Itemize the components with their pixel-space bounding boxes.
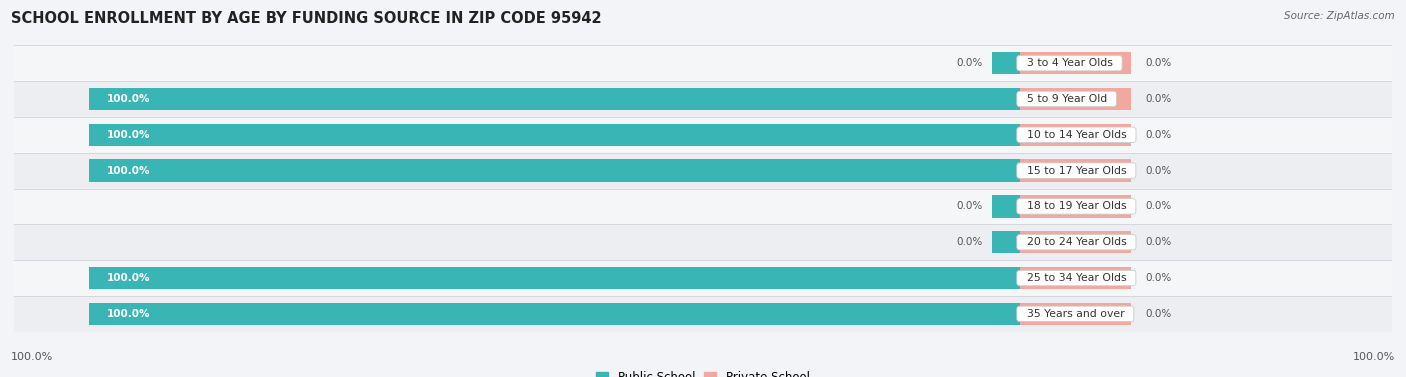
Legend: Public School, Private School: Public School, Private School: [592, 366, 814, 377]
Text: 100.0%: 100.0%: [107, 94, 150, 104]
Bar: [1019, 195, 1132, 218]
Text: 0.0%: 0.0%: [1146, 309, 1171, 319]
Text: 100.0%: 100.0%: [107, 166, 150, 176]
Text: 0.0%: 0.0%: [956, 237, 983, 247]
Bar: [89, 88, 1019, 110]
Bar: [1019, 231, 1132, 253]
Bar: [1019, 267, 1132, 289]
Text: 35 Years and over: 35 Years and over: [1019, 309, 1132, 319]
Text: 100.0%: 100.0%: [107, 273, 150, 283]
Text: 0.0%: 0.0%: [1146, 237, 1171, 247]
Bar: [89, 303, 1019, 325]
Bar: [0, 188, 1406, 224]
Bar: [89, 267, 1019, 289]
Text: 15 to 17 Year Olds: 15 to 17 Year Olds: [1019, 166, 1133, 176]
Text: 0.0%: 0.0%: [1146, 130, 1171, 140]
Bar: [1019, 88, 1132, 110]
Text: 5 to 9 Year Old: 5 to 9 Year Old: [1019, 94, 1114, 104]
Bar: [0, 296, 1406, 332]
Text: 10 to 14 Year Olds: 10 to 14 Year Olds: [1019, 130, 1133, 140]
Bar: [1019, 303, 1132, 325]
Text: 100.0%: 100.0%: [1353, 352, 1395, 362]
Text: 20 to 24 Year Olds: 20 to 24 Year Olds: [1019, 237, 1133, 247]
Text: 100.0%: 100.0%: [107, 309, 150, 319]
Bar: [0, 224, 1406, 260]
Text: SCHOOL ENROLLMENT BY AGE BY FUNDING SOURCE IN ZIP CODE 95942: SCHOOL ENROLLMENT BY AGE BY FUNDING SOUR…: [11, 11, 602, 26]
Text: 0.0%: 0.0%: [1146, 273, 1171, 283]
Bar: [991, 231, 1019, 253]
Bar: [991, 195, 1019, 218]
Bar: [1019, 124, 1132, 146]
Bar: [0, 45, 1406, 81]
Text: 25 to 34 Year Olds: 25 to 34 Year Olds: [1019, 273, 1133, 283]
Bar: [89, 159, 1019, 182]
Text: 100.0%: 100.0%: [11, 352, 53, 362]
Bar: [89, 124, 1019, 146]
Text: 0.0%: 0.0%: [956, 201, 983, 211]
Text: 0.0%: 0.0%: [1146, 94, 1171, 104]
Text: 0.0%: 0.0%: [1146, 166, 1171, 176]
Bar: [0, 260, 1406, 296]
Bar: [991, 52, 1019, 74]
Bar: [0, 117, 1406, 153]
Text: Source: ZipAtlas.com: Source: ZipAtlas.com: [1284, 11, 1395, 21]
Text: 0.0%: 0.0%: [1146, 58, 1171, 68]
Bar: [0, 153, 1406, 188]
Text: 0.0%: 0.0%: [956, 58, 983, 68]
Bar: [1019, 52, 1132, 74]
Text: 3 to 4 Year Olds: 3 to 4 Year Olds: [1019, 58, 1119, 68]
Bar: [0, 81, 1406, 117]
Text: 0.0%: 0.0%: [1146, 201, 1171, 211]
Text: 100.0%: 100.0%: [107, 130, 150, 140]
Text: 18 to 19 Year Olds: 18 to 19 Year Olds: [1019, 201, 1133, 211]
Bar: [1019, 159, 1132, 182]
